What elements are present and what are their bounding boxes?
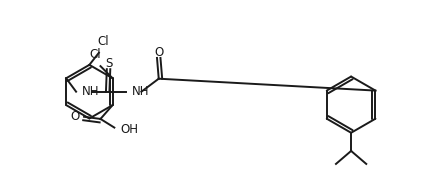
Text: O: O [70,110,80,123]
Text: OH: OH [120,123,138,136]
Text: S: S [105,57,112,70]
Text: NH: NH [82,85,100,98]
Text: NH: NH [132,85,149,98]
Text: Cl: Cl [97,35,109,48]
Text: O: O [154,46,163,59]
Text: Cl: Cl [89,48,101,61]
